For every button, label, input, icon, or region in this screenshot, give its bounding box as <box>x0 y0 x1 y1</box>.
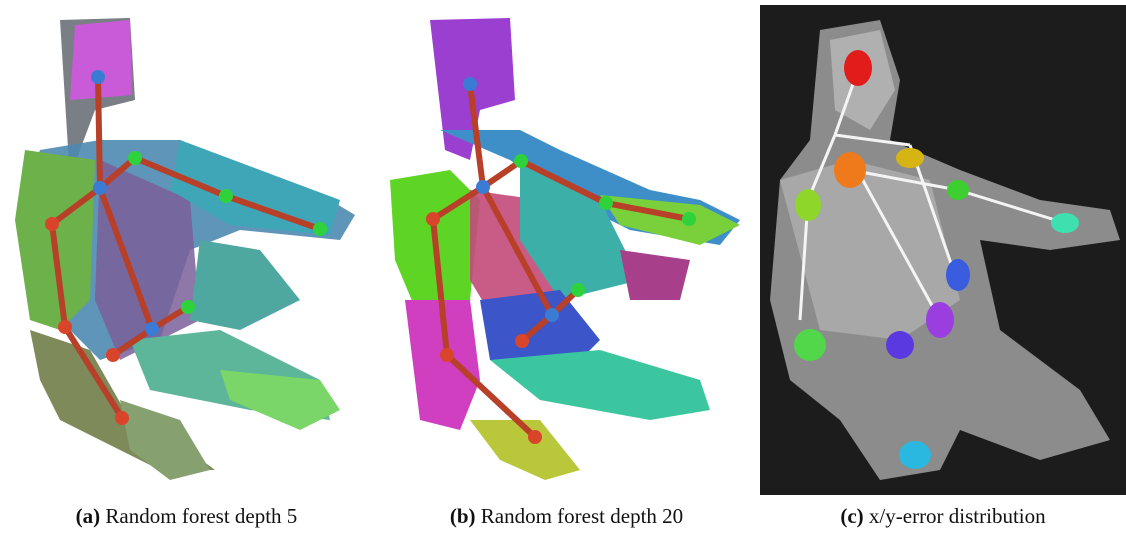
caption-a: (a) Random forest depth 5 <box>0 504 373 529</box>
caption-text: Random forest depth 5 <box>105 504 297 528</box>
panel-label: (b) <box>450 504 476 528</box>
panel-b-image <box>390 18 740 480</box>
caption-text: x/y-error distribution <box>869 504 1046 528</box>
figure: (a) Random forest depth 5 (b) Random for… <box>0 0 1126 543</box>
caption-b: (b) Random forest depth 20 <box>383 504 750 529</box>
panel-label: (c) <box>840 504 863 528</box>
panel-label: (a) <box>76 504 101 528</box>
figure-images <box>0 0 1126 500</box>
panel-c-image <box>760 5 1126 495</box>
caption-text: Random forest depth 20 <box>481 504 683 528</box>
panel-a-image <box>15 18 355 480</box>
caption-c: (c) x/y-error distribution <box>760 504 1126 529</box>
